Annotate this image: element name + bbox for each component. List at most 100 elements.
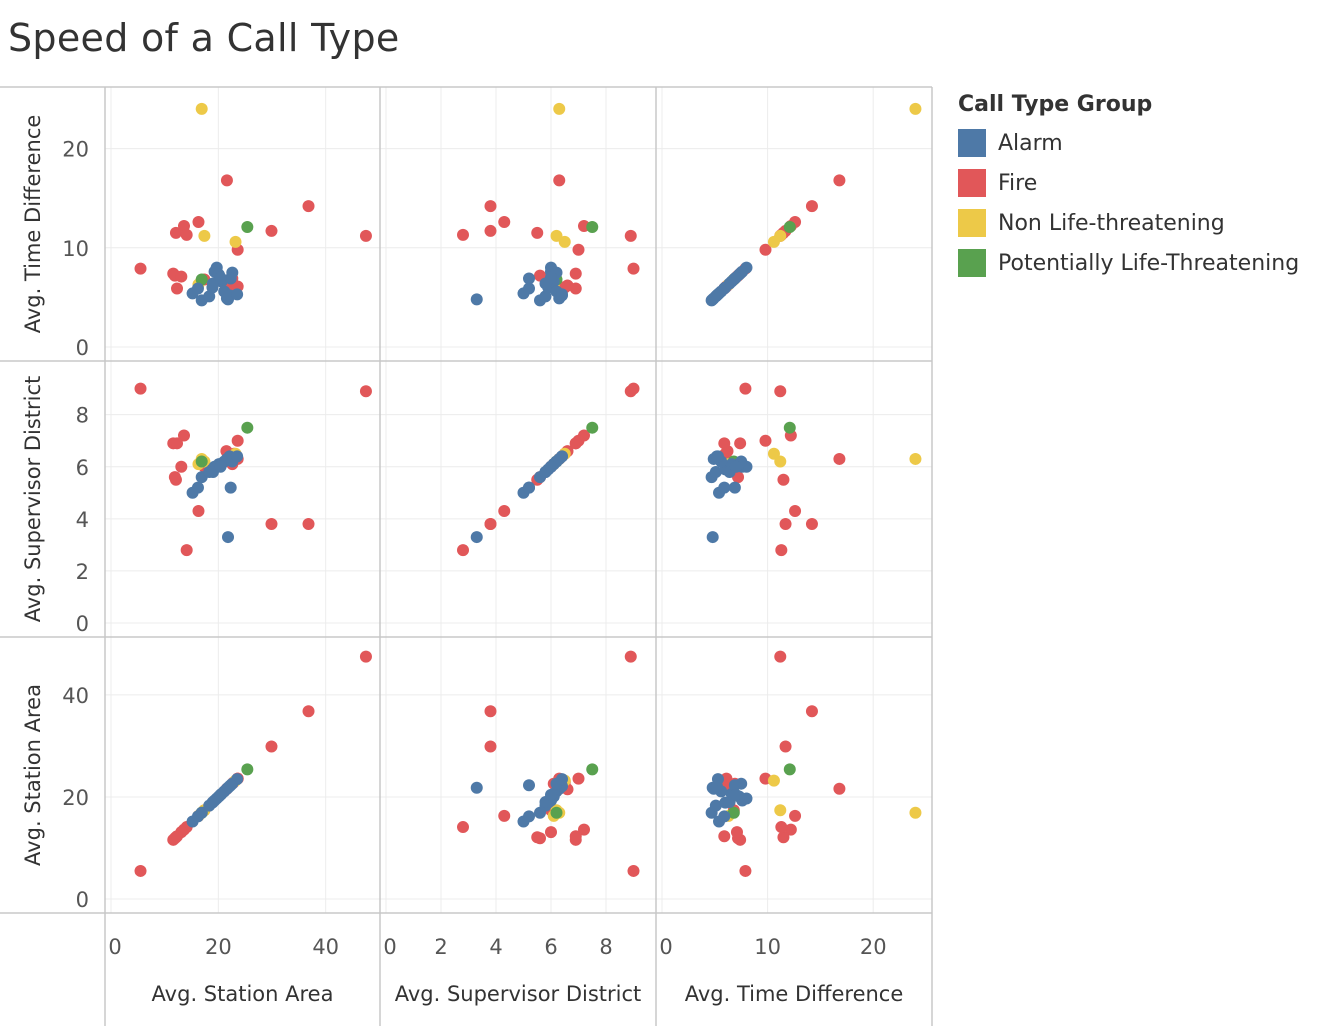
y-axis-title: Avg. Time Difference	[21, 115, 45, 334]
data-point	[718, 481, 731, 494]
data-point	[558, 235, 571, 248]
legend-label: Fire	[998, 170, 1038, 196]
x-axis-title: Avg. Time Difference	[685, 982, 904, 1006]
data-point	[224, 272, 237, 285]
data-point	[774, 385, 787, 398]
data-point	[909, 806, 922, 819]
data-point	[545, 460, 557, 473]
data-point	[302, 200, 315, 213]
y-tick-label: 0	[76, 888, 89, 912]
data-point	[767, 774, 780, 787]
data-point	[177, 429, 190, 442]
data-point	[711, 773, 724, 786]
data-point	[457, 544, 469, 557]
data-point	[777, 831, 790, 844]
data-point	[569, 282, 582, 295]
x-tick-label: 2	[434, 935, 447, 959]
data-point	[775, 821, 788, 834]
legend-label: Potentially Life-Threatening	[998, 250, 1300, 276]
data-point	[572, 772, 585, 785]
data-point	[718, 437, 731, 450]
data-point	[168, 471, 181, 484]
x-tick-label: 6	[544, 935, 557, 959]
data-point	[198, 229, 211, 242]
data-point	[222, 531, 235, 544]
data-point	[759, 243, 772, 256]
data-point	[265, 740, 278, 753]
data-point	[789, 505, 802, 518]
data-point	[553, 102, 566, 115]
y-tick-label: 20	[62, 786, 89, 810]
x-axis-title: Avg. Station Area	[152, 982, 334, 1006]
data-point	[498, 809, 511, 822]
data-point	[775, 544, 788, 557]
legend-swatch	[958, 249, 986, 277]
y-tick-label: 40	[62, 684, 89, 708]
data-point	[498, 216, 511, 229]
data-point	[569, 830, 582, 843]
data-point	[265, 224, 278, 237]
data-point	[777, 473, 790, 486]
data-point	[553, 174, 566, 187]
data-point	[523, 272, 535, 285]
data-point	[627, 382, 640, 395]
data-point	[550, 806, 563, 819]
data-point	[729, 460, 742, 473]
data-point	[805, 518, 818, 531]
data-point	[739, 382, 752, 395]
data-point	[175, 460, 188, 473]
data-point	[484, 705, 497, 718]
data-point	[191, 481, 204, 494]
data-point	[734, 437, 747, 450]
data-point	[729, 788, 742, 801]
data-point	[523, 810, 535, 823]
data-point	[192, 505, 205, 518]
data-point	[767, 235, 780, 248]
data-point	[578, 823, 590, 836]
data-point	[774, 804, 787, 817]
data-point	[586, 220, 599, 233]
data-point	[909, 102, 922, 115]
data-point	[175, 270, 188, 283]
data-point	[727, 806, 740, 819]
data-point	[624, 229, 637, 242]
data-point	[729, 271, 742, 284]
legend-item[interactable]: Non Life-threatening	[958, 203, 1299, 243]
data-point	[359, 385, 372, 398]
legend-label: Alarm	[998, 130, 1063, 156]
data-point	[484, 224, 497, 237]
data-point	[214, 788, 227, 801]
y-tick-label: 6	[76, 456, 89, 480]
data-point	[220, 174, 233, 187]
data-point	[833, 782, 846, 795]
legend-swatch	[958, 129, 986, 157]
legend-item[interactable]: Fire	[958, 163, 1299, 203]
data-point	[550, 229, 563, 242]
data-point	[180, 544, 193, 557]
chart-title: Speed of a Call Type	[8, 16, 400, 60]
y-tick-label: 2	[76, 560, 89, 584]
data-point	[134, 262, 147, 275]
data-point	[569, 267, 582, 280]
legend-item[interactable]: Alarm	[958, 123, 1299, 163]
data-point	[569, 437, 582, 450]
data-point	[229, 235, 242, 248]
y-tick-label: 10	[62, 237, 89, 261]
data-point	[214, 460, 227, 473]
data-point	[523, 282, 535, 295]
data-point	[134, 864, 147, 877]
data-point	[728, 481, 741, 494]
legend-swatch	[958, 209, 986, 237]
x-tick-label: 10	[754, 935, 781, 959]
data-point	[192, 216, 205, 229]
data-point	[470, 781, 483, 794]
data-point	[718, 810, 731, 823]
data-point	[523, 779, 535, 792]
data-point	[586, 421, 599, 434]
data-point	[531, 226, 544, 239]
legend-item[interactable]: Potentially Life-Threatening	[958, 243, 1299, 283]
x-tick-label: 0	[383, 935, 396, 959]
data-point	[784, 823, 797, 836]
data-point	[783, 220, 796, 233]
data-point	[302, 705, 315, 718]
